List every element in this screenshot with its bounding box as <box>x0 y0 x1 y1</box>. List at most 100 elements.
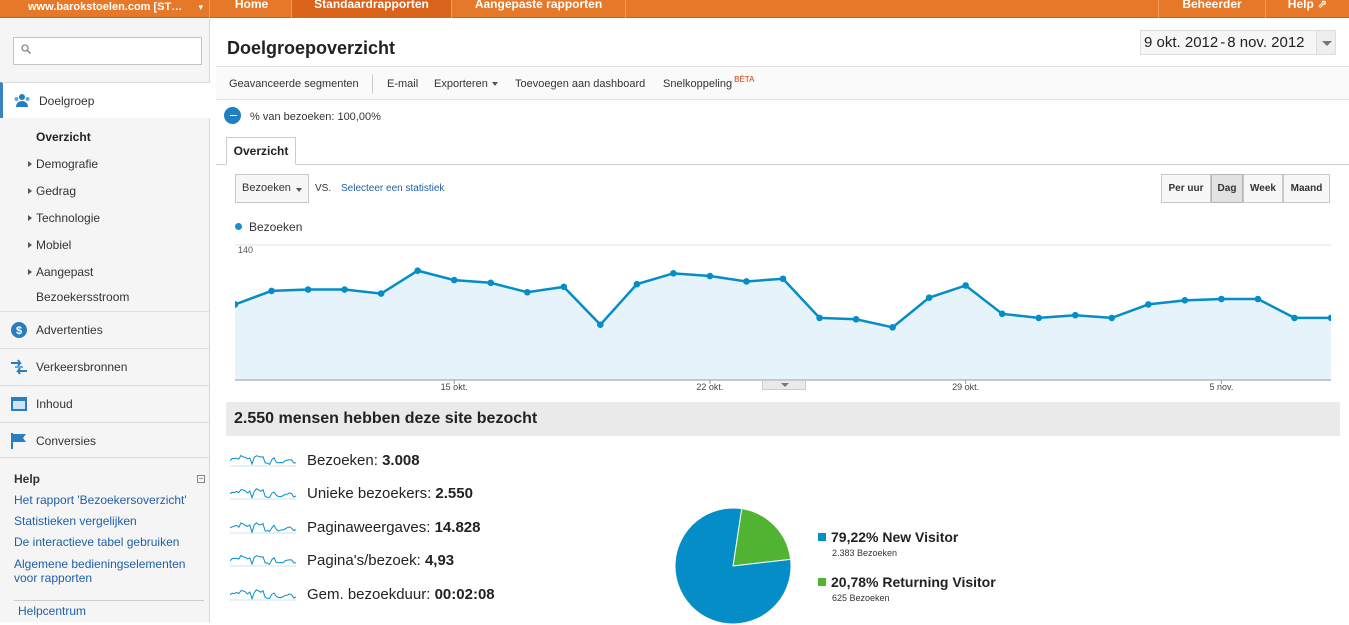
legend-swatch <box>818 533 826 541</box>
data-point[interactable] <box>889 324 896 331</box>
sidebar-section-audience[interactable]: Doelgroep <box>0 82 210 118</box>
data-point[interactable] <box>779 275 787 283</box>
help-link-report-controls[interactable]: Algemene bedieningselementen voor rappor… <box>14 557 186 585</box>
report-search-box[interactable] <box>13 37 202 65</box>
sidebar-item-label: Demografie <box>36 157 99 171</box>
sidebar-section-conversions[interactable]: Conversies <box>0 422 210 458</box>
data-point[interactable] <box>998 310 1006 318</box>
beta-badge: BÈTA <box>734 75 755 84</box>
data-point[interactable] <box>304 286 312 293</box>
help-link-visitors-report[interactable]: Het rapport 'Bezoekersoverzicht' <box>14 493 187 507</box>
sidebar-item-mobile[interactable]: Mobiel <box>28 238 71 252</box>
help-link-interactive-table[interactable]: De interactieve tabel gebruiken <box>14 535 180 549</box>
date-range-picker[interactable]: 9 okt. 2012-8 nov. 2012 <box>1140 30 1336 55</box>
data-point[interactable] <box>1035 314 1043 322</box>
data-point[interactable] <box>450 276 458 284</box>
data-point[interactable] <box>235 301 239 308</box>
search-icon <box>21 44 31 54</box>
data-point[interactable] <box>706 272 714 280</box>
data-point[interactable] <box>597 321 604 328</box>
kpi-visits: Bezoeken: 3.008 <box>230 451 650 471</box>
kpi-label: Unieke bezoekers: <box>307 485 432 502</box>
sidebar-item-behavior[interactable]: Gedrag <box>28 184 76 198</box>
add-to-dashboard-button[interactable]: Toevoegen aan dashboard <box>515 78 646 90</box>
sidebar-section-content[interactable]: Inhoud <box>0 385 210 421</box>
sidebar-item-custom[interactable]: Aangepast <box>28 265 93 279</box>
kpi-pageviews: Paginaweergaves: 14.828 <box>230 518 650 538</box>
sidebar-item-demographics[interactable]: Demografie <box>28 157 99 171</box>
shortcut-button[interactable]: Snelkoppeling BÈTA <box>663 75 755 90</box>
data-point[interactable] <box>1218 295 1225 303</box>
help-center-link[interactable]: Helpcentrum <box>18 604 87 618</box>
sparkline-line <box>230 454 296 466</box>
data-point[interactable] <box>487 279 495 287</box>
tab-custom-reports[interactable]: Aangepaste rapporten <box>452 0 626 18</box>
select-metric-link[interactable]: Selecteer een statistiek <box>341 183 445 194</box>
metric-select[interactable]: Bezoeken <box>235 174 309 203</box>
sidebar-item-overview[interactable]: Overzicht <box>36 130 91 144</box>
sidebar-item-technology[interactable]: Technologie <box>28 211 100 225</box>
chart-expand-handle[interactable] <box>762 381 806 390</box>
sidebar-item-visitors-flow[interactable]: Bezoekersstroom <box>36 290 130 304</box>
report-toolbar: Geavanceerde segmenten E-mail Exporteren… <box>216 66 1349 100</box>
pie-legend-percent: 79,22% <box>831 529 879 545</box>
pie-slice[interactable] <box>674 507 792 625</box>
sidebar-section-advertising[interactable]: $ Advertenties <box>0 311 210 347</box>
data-point[interactable] <box>852 315 860 323</box>
tab-overview[interactable]: Overzicht <box>226 137 296 165</box>
chevron-down-icon <box>1316 31 1335 54</box>
sidebar-section-label: Doelgroep <box>39 94 95 108</box>
data-point[interactable] <box>1327 314 1331 322</box>
sidebar-section-label: Conversies <box>36 434 97 448</box>
data-point[interactable] <box>670 270 677 277</box>
x-tick-label: 22 okt. <box>696 382 723 392</box>
sparkline-line <box>230 589 296 601</box>
granularity-month-button[interactable]: Maand <box>1283 174 1330 203</box>
data-point[interactable] <box>341 286 348 293</box>
data-point[interactable] <box>743 278 750 285</box>
data-point[interactable] <box>1071 311 1079 319</box>
search-input[interactable] <box>36 41 196 61</box>
granularity-hourly-button[interactable]: Per uur <box>1161 174 1211 203</box>
pie-slice[interactable] <box>732 508 792 567</box>
data-point[interactable] <box>523 288 531 296</box>
granularity-week-button[interactable]: Week <box>1243 174 1283 203</box>
data-point[interactable] <box>1108 314 1116 322</box>
metric-select-value: Bezoeken <box>242 182 291 194</box>
granularity-day-button[interactable]: Dag <box>1211 174 1243 203</box>
data-point[interactable] <box>1145 301 1152 308</box>
data-point[interactable] <box>633 280 641 288</box>
email-button[interactable]: E-mail <box>387 78 419 90</box>
audience-icon <box>14 94 30 107</box>
data-point[interactable] <box>1181 297 1189 304</box>
top-navigation-bar: www.barokstoelen.com [ST… ▾ Home Standaa… <box>0 0 1349 18</box>
shortcut-label: Snelkoppeling <box>663 78 733 90</box>
kpi-value: 00:02:08 <box>434 586 495 603</box>
collapse-icon[interactable]: − <box>197 474 205 483</box>
pie-legend-label: Returning Visitor <box>882 574 996 590</box>
site-selector[interactable]: www.barokstoelen.com [ST… ▾ <box>0 0 210 18</box>
data-point[interactable] <box>560 283 568 291</box>
data-point[interactable] <box>377 290 385 297</box>
sidebar-section-label: Verkeersbronnen <box>36 360 128 374</box>
data-point[interactable] <box>816 314 823 322</box>
tab-help[interactable]: Help ⇗ <box>1266 0 1349 18</box>
sparkline <box>230 554 296 567</box>
tab-admin[interactable]: Beheerder <box>1158 0 1266 18</box>
data-point[interactable] <box>268 287 275 295</box>
help-link-compare-metrics[interactable]: Statistieken vergelijken <box>14 514 137 528</box>
sidebar-section-traffic-sources[interactable]: Verkeersbronnen <box>0 348 210 384</box>
tab-home[interactable]: Home <box>212 0 292 18</box>
export-button[interactable]: Exporteren <box>434 78 498 90</box>
kpi-value: 14.828 <box>434 519 481 536</box>
data-point[interactable] <box>925 294 933 301</box>
data-point[interactable] <box>962 282 969 289</box>
advanced-segments-button[interactable]: Geavanceerde segmenten <box>229 78 359 90</box>
chevron-down-icon <box>491 82 498 87</box>
visitor-type-pie-chart <box>674 507 792 625</box>
tab-standard-reports[interactable]: Standaardrapporten <box>292 0 452 18</box>
chevron-down-icon: ▾ <box>198 2 203 12</box>
data-point[interactable] <box>1291 314 1298 322</box>
data-point[interactable] <box>414 267 421 274</box>
data-point[interactable] <box>1254 295 1262 303</box>
